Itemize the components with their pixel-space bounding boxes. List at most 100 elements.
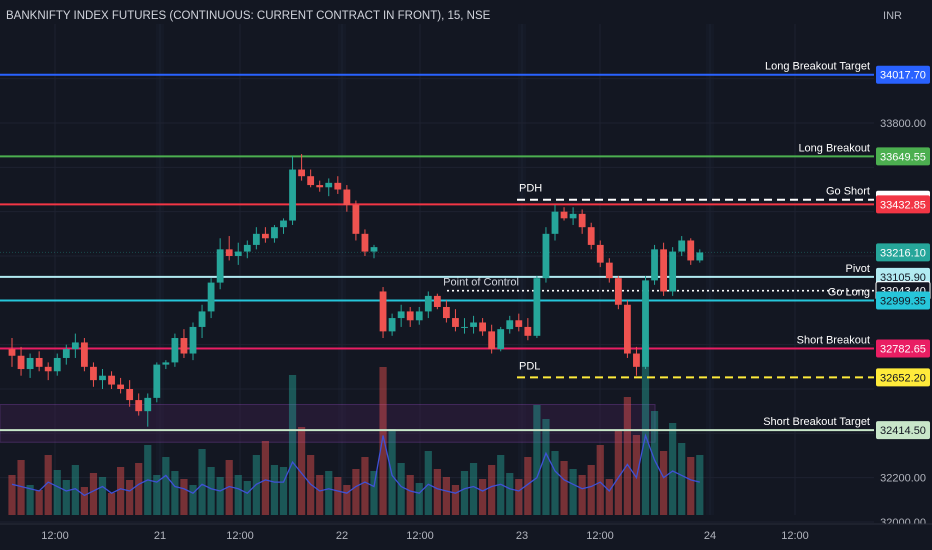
volume-bar [334, 477, 342, 515]
volume-ma-line [11, 433, 700, 497]
time-axis [0, 524, 932, 550]
volume-bar [162, 457, 170, 515]
volume-bar [614, 431, 622, 515]
volume-bar [569, 469, 577, 515]
volume-bar [343, 485, 351, 515]
candle-body [461, 326, 468, 328]
volume-bar [288, 375, 297, 515]
candle-body [642, 280, 649, 367]
currency-label: INR [883, 10, 902, 22]
volume-bar [171, 471, 179, 515]
volume-bar [126, 480, 134, 515]
candle-body [433, 295, 441, 307]
volume-bar [424, 451, 432, 515]
candle-body [316, 185, 324, 188]
candle-body [81, 342, 88, 367]
price-tag-label: 34017.70 [880, 70, 926, 82]
session-separator [518, 24, 526, 515]
candle-body [334, 182, 342, 190]
volume-bar [35, 490, 43, 515]
volume-bar [415, 483, 423, 515]
volume-bar [650, 411, 659, 515]
candle-body [243, 244, 251, 252]
volume-bar [406, 475, 414, 515]
level-label: Go Short [826, 186, 870, 198]
candle-body [352, 205, 360, 234]
volume-bar [198, 449, 206, 515]
volume-bar [578, 475, 586, 515]
level-label: Point of Control [443, 277, 519, 289]
volume-bar [207, 467, 215, 515]
candle-body [569, 213, 577, 219]
session-separator [156, 24, 164, 515]
candle-body [452, 318, 459, 327]
candle-body [633, 353, 640, 367]
level-label: Short Breakout Target [763, 416, 870, 428]
candle-body [515, 320, 523, 327]
session-separator [338, 24, 346, 515]
volume-bar [451, 485, 460, 515]
candle-body [307, 176, 315, 186]
candle-body [370, 247, 378, 252]
volume-bar [153, 475, 161, 515]
candle-body [614, 278, 622, 305]
volume-bar [515, 479, 523, 515]
candle-body [533, 278, 541, 336]
candle-body [669, 251, 677, 292]
volume-bar [524, 457, 532, 515]
candle-body [180, 338, 188, 354]
candle-body [488, 331, 496, 350]
candle-body [325, 182, 333, 188]
candle-body [171, 338, 179, 363]
volume-bar [17, 460, 25, 515]
volume-bar [669, 423, 677, 515]
candle-body [443, 306, 450, 319]
x-tick-label: 23 [516, 530, 528, 542]
candle-body [99, 375, 106, 381]
volume-bar [506, 473, 514, 515]
volume-bar [8, 475, 16, 515]
volume-bar [370, 471, 378, 515]
price-tag-label: 32782.65 [880, 344, 926, 356]
volume-bar [325, 471, 333, 515]
volume-bar [71, 465, 79, 515]
x-tick-label: 12:00 [41, 530, 69, 542]
candle-body [198, 311, 206, 327]
price-tag [876, 195, 930, 214]
volume-bar [551, 451, 559, 515]
candle-body [388, 318, 396, 332]
price-tag [876, 243, 930, 262]
volume-bar [135, 463, 143, 515]
candle-body [506, 320, 514, 330]
volume-bar [623, 397, 631, 515]
candle-body [497, 329, 505, 350]
price-tag-label: 32999.35 [880, 295, 926, 307]
candle-body [35, 357, 43, 367]
price-tag-label: 33432.85 [880, 199, 926, 211]
candle-body [298, 169, 305, 177]
candle-body [71, 342, 79, 350]
candle-body [361, 233, 369, 252]
candle-body [479, 322, 486, 332]
level-label: Short Breakout [797, 335, 870, 347]
session-separator [706, 24, 714, 515]
candle-body [216, 249, 224, 283]
candle-body [415, 311, 423, 321]
volume-bar [316, 475, 324, 515]
volume-bar [44, 455, 52, 515]
volume-bar [361, 457, 369, 515]
volume-bar [560, 461, 568, 515]
x-tick-label: 12:00 [226, 530, 254, 542]
chart-title[interactable]: BANKNIFTY INDEX FUTURES (CONTINUOUS: CUR… [6, 10, 491, 22]
price-tag [876, 368, 930, 387]
candle-body [379, 291, 387, 332]
candle-body [234, 251, 242, 256]
level-label: Go Long [828, 286, 870, 298]
price-tag-label: 33649.55 [880, 151, 926, 163]
candle-body [44, 366, 52, 372]
candle-body [280, 220, 287, 228]
volume-bar [687, 457, 695, 515]
volume-bar [62, 480, 70, 515]
candle-body [8, 349, 16, 356]
